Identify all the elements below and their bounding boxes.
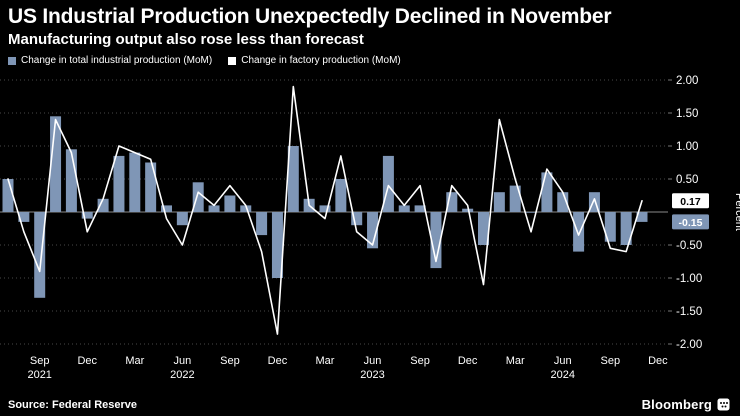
x-axis-label: Sep xyxy=(410,355,430,367)
x-axis-label: Mar xyxy=(506,355,525,367)
bar-Sep-2024 xyxy=(604,212,616,242)
bar-Jan-2023 xyxy=(287,146,299,212)
bar-Jun-2024 xyxy=(557,192,569,212)
bar-Aug-2022 xyxy=(208,205,220,212)
bar-Jun-2022 xyxy=(176,212,188,226)
source-note: Source: Federal Reserve xyxy=(8,398,138,411)
y-axis-label: 2.00 xyxy=(676,75,698,87)
x-axis-label: Jun xyxy=(173,355,191,367)
page-title: US Industrial Production Unexpectedly De… xyxy=(8,5,612,28)
latest-value-badge-label: -0.15 xyxy=(679,217,703,229)
factory-series-swatch-icon xyxy=(228,56,237,65)
bar-Sep-2023 xyxy=(414,205,426,212)
bar-Jul-2021 xyxy=(2,179,14,212)
bar-Jul-2024 xyxy=(573,212,585,252)
factory-production-line xyxy=(7,85,643,335)
chart-footer: Source: Federal Reserve Bloomberg xyxy=(0,397,740,412)
x-axis-label: Jun xyxy=(364,355,382,367)
bar-Oct-2024 xyxy=(620,212,632,245)
x-axis-label: Jun xyxy=(554,355,572,367)
bar-Jul-2022 xyxy=(192,182,204,212)
y-axis-label: -0.50 xyxy=(676,240,702,252)
x-axis-label: Sep xyxy=(30,355,50,367)
bar-Sep-2022 xyxy=(224,195,236,212)
bar-Mar-2022 xyxy=(129,152,141,212)
bar-Nov-2023 xyxy=(446,192,458,212)
latest-value-badge xyxy=(672,193,709,209)
y-axis-label: -2.00 xyxy=(676,339,702,351)
bar-Apr-2024 xyxy=(525,212,537,213)
bar-Aug-2023 xyxy=(398,205,410,212)
bar-Jun-2023 xyxy=(367,212,379,249)
bar-Sep-2021 xyxy=(34,212,46,298)
bloomberg-wordmark: Bloomberg xyxy=(641,397,712,412)
bar-May-2022 xyxy=(161,205,172,212)
bar-Dec-2022 xyxy=(271,212,283,278)
bar-May-2023 xyxy=(351,212,363,226)
chart-header: US Industrial Production Unexpectedly De… xyxy=(0,0,740,66)
bloomberg-terminal-icon xyxy=(717,398,730,411)
bar-Feb-2022 xyxy=(113,155,125,212)
bar-Nov-2022 xyxy=(256,212,268,236)
x-axis-label: Sep xyxy=(220,355,240,367)
latest-value-badge xyxy=(672,214,709,230)
bloomberg-logo: Bloomberg xyxy=(642,397,730,412)
x-axis-label: Dec xyxy=(77,355,97,367)
industrial-series-swatch-icon xyxy=(8,56,16,65)
x-axis-label: Mar xyxy=(316,355,335,367)
page-subtitle: Manufacturing output also rose less than… xyxy=(8,31,364,48)
bar-Oct-2021 xyxy=(50,116,62,212)
y-axis-label: 1.50 xyxy=(676,108,698,120)
legend-item-factory: Change in factory production (MoM) xyxy=(228,55,401,66)
x-axis-year-label: 2022 xyxy=(170,369,194,381)
industrial-production-chart: 2.00 1.50 1.00 0.50 -0.50 -1.00 -1.50 -2.00 Sep D… xyxy=(0,75,740,381)
legend-label: Change in factory production (MoM) xyxy=(241,55,401,66)
bar-Oct-2022 xyxy=(240,205,252,212)
bar-Oct-2023 xyxy=(430,212,442,269)
bar-Jan-2022 xyxy=(97,198,109,212)
chart-legend: Change in total industrial production (M… xyxy=(8,55,732,66)
bar-Mar-2024 xyxy=(509,185,521,212)
bar-Dec-2023 xyxy=(462,208,474,212)
bar-Jul-2023 xyxy=(382,155,394,212)
legend-label: Change in total industrial production (M… xyxy=(21,55,213,66)
x-axis-label: Mar xyxy=(125,355,144,367)
bar-Aug-2021 xyxy=(18,212,30,222)
y-axis-label: 1.00 xyxy=(676,141,698,153)
x-axis-label: Dec xyxy=(268,355,288,367)
x-axis-label: Dec xyxy=(458,355,478,367)
bar-Feb-2024 xyxy=(493,192,505,212)
y-axis-label: 0.50 xyxy=(676,174,698,186)
y-axis-title: Percent xyxy=(733,193,740,231)
x-axis-label: Dec xyxy=(648,355,668,367)
y-axis-label: -1.50 xyxy=(676,306,702,318)
x-axis-year-label: 2023 xyxy=(360,369,384,381)
bar-Jan-2024 xyxy=(478,212,489,245)
bar-Aug-2024 xyxy=(588,192,600,212)
bar-Nov-2021 xyxy=(65,149,77,212)
bar-May-2024 xyxy=(541,172,553,212)
bar-Dec-2021 xyxy=(81,212,93,219)
legend-item-industrial: Change in total industrial production (M… xyxy=(8,55,212,66)
x-axis-year-label: 2021 xyxy=(27,369,51,381)
y-axis-label: -1.00 xyxy=(676,273,702,285)
bar-Apr-2022 xyxy=(145,162,157,212)
x-axis-label: Sep xyxy=(601,355,621,367)
bar-Apr-2023 xyxy=(335,179,347,212)
x-axis-year-label: 2024 xyxy=(551,369,575,381)
bar-Mar-2023 xyxy=(319,205,331,212)
latest-value-badge-label: 0.17 xyxy=(680,196,701,208)
bar-Nov-2024 xyxy=(636,212,648,222)
